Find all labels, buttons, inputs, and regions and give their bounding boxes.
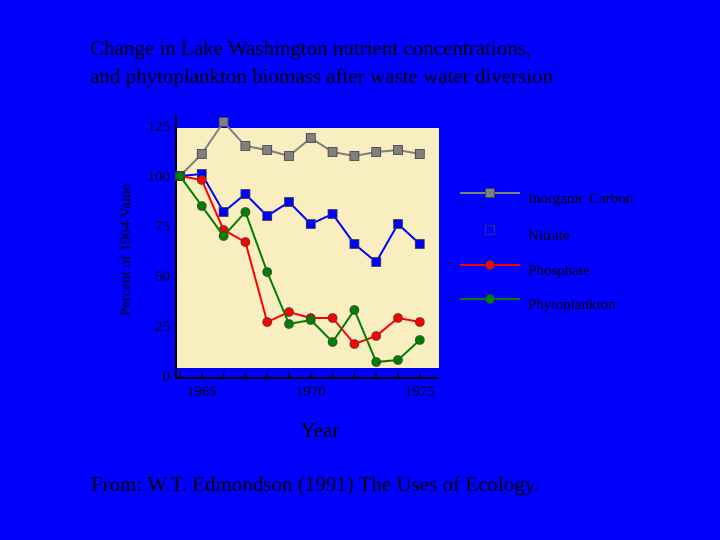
data-point-phosphate — [240, 237, 251, 247]
data-point-phytoplankton — [414, 335, 425, 345]
y-tick-label: 75 — [155, 219, 170, 235]
y-tick-label: 50 — [155, 269, 170, 285]
data-point-phosphate — [371, 331, 382, 341]
legend-marker — [485, 188, 495, 198]
data-point-inorganic-carbon — [327, 147, 338, 157]
data-point-inorganic-carbon — [371, 147, 382, 157]
series-phytoplankton — [175, 171, 425, 367]
legend-label: Nitrate — [528, 228, 570, 244]
data-point-inorganic-carbon — [414, 149, 425, 159]
x-tick-label: 1965 — [187, 384, 217, 400]
y-tick-label: 25 — [155, 319, 170, 335]
data-point-phosphate — [349, 339, 360, 349]
data-point-nitrate — [327, 209, 338, 219]
legend-label: Inorganic Carbon — [528, 191, 634, 207]
plot-area — [176, 128, 439, 368]
legend-item-phytoplankton: Phytoplankton — [460, 294, 616, 313]
data-point-nitrate — [305, 219, 316, 229]
data-point-phosphate — [327, 313, 338, 323]
data-point-phosphate — [414, 317, 425, 327]
series-layer — [175, 117, 425, 367]
legend: Inorganic Carbon Nitrate Phosphate Phytopla… — [460, 188, 634, 313]
y-tick-label: 125 — [148, 119, 171, 135]
data-point-phosphate — [393, 313, 403, 323]
data-point-phytoplankton — [371, 357, 382, 367]
legend-marker — [485, 225, 495, 235]
chart-title-line-1: Change in Lake Washington nutrient conce… — [90, 36, 532, 60]
data-point-inorganic-carbon — [349, 151, 360, 161]
data-point-phytoplankton — [175, 171, 185, 181]
chart-title-line-2: and phytoplankton biomass after waste wa… — [90, 64, 554, 88]
data-point-phytoplankton — [349, 305, 360, 315]
series-nitrate — [175, 169, 425, 267]
data-point-phytoplankton — [284, 319, 294, 329]
data-point-inorganic-carbon — [240, 141, 251, 151]
legend-marker — [485, 294, 495, 304]
data-point-nitrate — [284, 197, 294, 207]
data-point-phytoplankton — [305, 315, 316, 325]
data-point-phytoplankton — [240, 207, 251, 217]
data-point-phytoplankton — [393, 355, 403, 365]
data-point-nitrate — [414, 239, 425, 249]
legend-item-nitrate: Nitrate — [460, 225, 570, 244]
data-point-phytoplankton — [218, 231, 229, 241]
data-point-phytoplankton — [196, 201, 207, 211]
data-point-inorganic-carbon — [393, 145, 403, 155]
legend-label: Phosphate — [528, 263, 590, 279]
x-tick-label: 1975 — [405, 384, 435, 400]
data-point-phytoplankton — [262, 267, 273, 277]
data-point-phytoplankton — [327, 337, 338, 347]
chart-title: Change in Lake Washington nutrient conce… — [90, 34, 553, 90]
source-citation: From: W.T. Edmondson (1991) The Uses of … — [91, 472, 540, 496]
x-axis-label: Year — [301, 418, 340, 442]
y-tick-label: 0 — [163, 369, 171, 385]
data-point-nitrate — [218, 207, 229, 217]
series-line-nitrate — [179, 172, 421, 264]
data-point-nitrate — [393, 219, 403, 229]
legend-item-inorganic-carbon: Inorganic Carbon — [460, 188, 634, 207]
data-point-inorganic-carbon — [284, 151, 294, 161]
data-point-nitrate — [371, 257, 382, 267]
data-point-phosphate — [196, 175, 207, 185]
data-point-inorganic-carbon — [196, 149, 207, 159]
axes: 0 25 50 75 100 125 1965 1970 1975 — [148, 116, 439, 400]
data-point-nitrate — [262, 211, 273, 221]
legend-label: Phytoplankton — [528, 297, 616, 313]
data-point-nitrate — [240, 189, 251, 199]
y-tick-label: 100 — [148, 169, 171, 185]
data-point-nitrate — [349, 239, 360, 249]
data-point-inorganic-carbon — [262, 145, 273, 155]
data-point-inorganic-carbon — [218, 117, 229, 127]
data-point-phosphate — [262, 317, 273, 327]
legend-item-phosphate: Phosphate — [460, 260, 590, 279]
y-axis-label: Percent of 1964 Value — [118, 183, 134, 316]
data-point-inorganic-carbon — [305, 133, 316, 143]
legend-marker — [485, 260, 495, 270]
x-tick-label: 1970 — [296, 384, 326, 400]
